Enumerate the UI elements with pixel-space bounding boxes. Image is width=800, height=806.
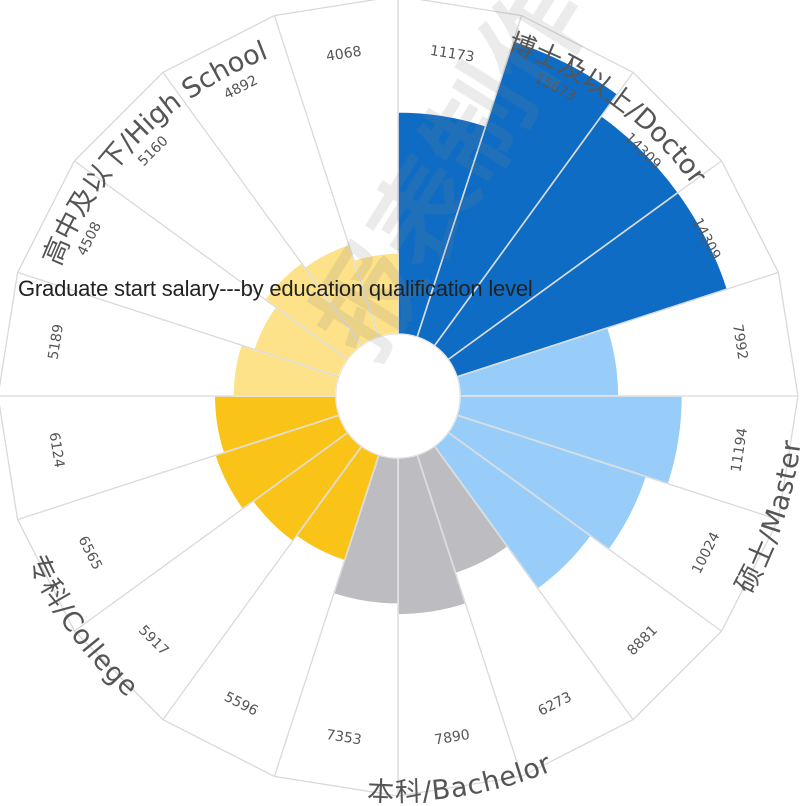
value-label: 6565 [75,534,105,573]
grid-spoke [162,72,363,347]
bars-layer [213,39,729,616]
center-hole [335,333,461,459]
value-label: 6273 [536,689,575,719]
grid-spoke [447,160,722,361]
value-label: 6124 [46,431,67,469]
grid-spoke [433,445,634,720]
grid-spoke [17,414,340,521]
value-label: 5596 [221,689,260,719]
grid-spoke [456,271,779,378]
grid-spoke [74,431,349,632]
group-label: 专科/College [21,550,144,703]
grid-spoke [74,160,349,361]
value-label: 7992 [729,323,750,361]
chart-title: Graduate start salary---by education qua… [18,276,533,301]
grid-spoke [273,15,380,338]
grid-spoke [416,15,523,338]
value-label: 5189 [46,323,67,361]
value-label: 4068 [325,44,363,65]
grid-spoke [456,414,779,521]
center-hole-layer [335,333,461,459]
grid-spoke [162,445,363,720]
value-label: 5917 [135,622,172,659]
value-label: 8881 [624,622,661,659]
value-label: 7890 [433,727,471,748]
grid-spoke [17,271,340,378]
value-label: 10024 [689,530,724,577]
grid-spoke [416,454,523,777]
value-label: 11194 [728,427,751,474]
grid-spoke [433,72,634,347]
value-label: 11173 [429,43,476,66]
group-label: 本科/Bachelor [366,748,556,806]
grid-spoke [447,431,722,632]
grid-spoke [273,454,380,777]
value-label: 7353 [325,727,363,748]
